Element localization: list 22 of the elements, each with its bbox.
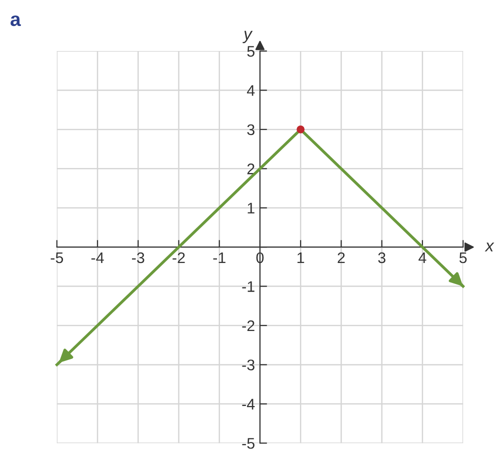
- y-tick-label: -1: [242, 281, 254, 292]
- x-tick-label: -4: [91, 252, 104, 264]
- x-axis-title: x: [484, 242, 494, 252]
- x-tick-label: 5: [459, 252, 467, 264]
- y-tick-label: -5: [242, 438, 254, 449]
- x-tick-label: 1: [298, 252, 304, 264]
- x-tick-label: 2: [338, 252, 345, 264]
- x-tick-label: -3: [132, 252, 144, 264]
- y-tick-label: -2: [242, 320, 254, 332]
- x-tick-label: -5: [50, 252, 64, 264]
- chart-title: a: [10, 15, 21, 26]
- y-tick-label: 4: [246, 85, 255, 96]
- y-tick-label: -3: [242, 360, 254, 370]
- y-tick-label: -4: [242, 398, 255, 410]
- x-tick-label: -2: [172, 252, 185, 264]
- y-axis-title: y: [242, 30, 253, 44]
- x-tick-label: 3: [378, 252, 386, 264]
- y-tick-label: 1: [248, 202, 254, 214]
- y-tick-label: 3: [247, 124, 254, 136]
- x-tick-label: -1: [213, 252, 226, 264]
- x-tick-label: 4: [418, 252, 426, 264]
- y-tick-label: 5: [247, 46, 254, 57]
